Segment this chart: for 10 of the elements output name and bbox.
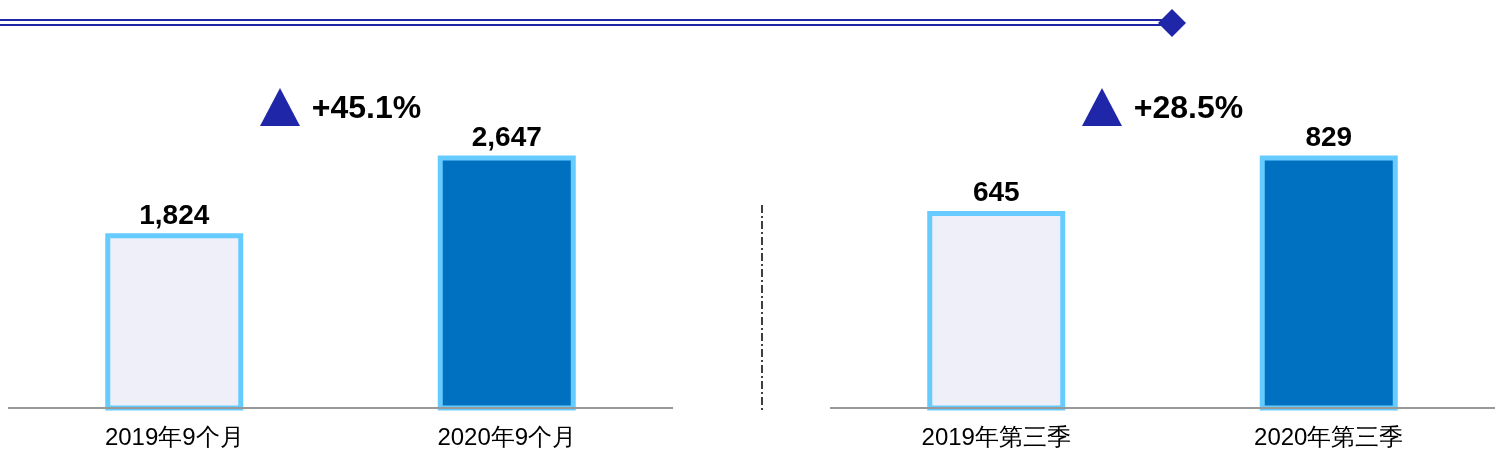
x-tick-label: 2020年第三季	[1254, 423, 1404, 451]
text: +28.5%	[1133, 88, 1244, 126]
x-tick-label: 2019年第三季	[921, 423, 1071, 451]
data-label: 2,647	[471, 121, 542, 152]
x-tick-label: 2019年9个月	[104, 423, 244, 451]
data-label: 1,824	[139, 198, 210, 230]
data-label: 829	[1305, 121, 1353, 152]
text: +45.1%	[311, 88, 422, 126]
data-label: 645	[972, 176, 1020, 208]
x-tick-label: 2020年9个月	[437, 423, 577, 451]
